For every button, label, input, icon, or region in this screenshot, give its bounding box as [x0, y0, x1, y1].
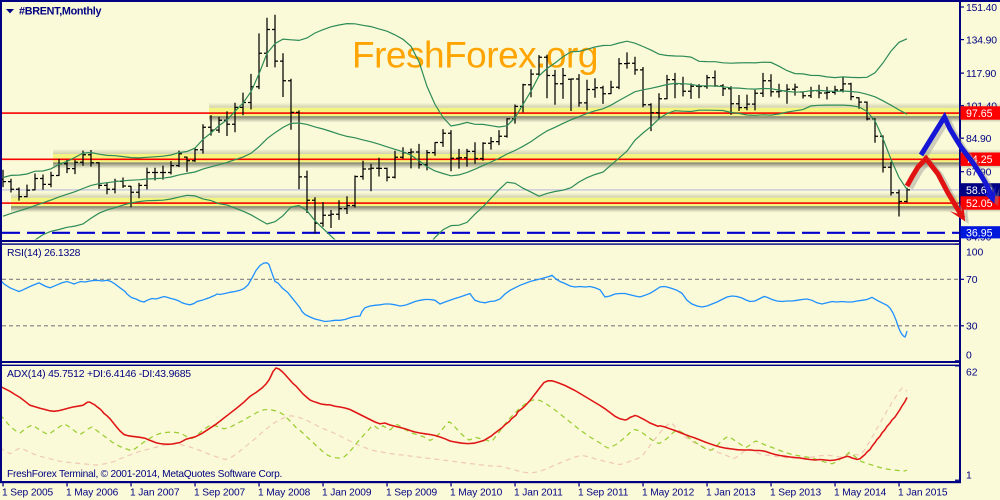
svg-text:ADX(14) 45.7512 +DI:6.4146 -DI: ADX(14) 45.7512 +DI:6.4146 -DI:43.9685: [7, 369, 191, 380]
svg-text:1 May 2006: 1 May 2006: [66, 488, 119, 499]
svg-text:1 Jan 2013: 1 Jan 2013: [706, 488, 756, 499]
svg-text:97.65: 97.65: [966, 108, 993, 120]
svg-text:1 Jan 2009: 1 Jan 2009: [322, 488, 372, 499]
svg-text:52.05: 52.05: [966, 198, 993, 210]
svg-text:RSI(14) 26.1328: RSI(14) 26.1328: [7, 248, 81, 259]
svg-text:1 Sep 2007: 1 Sep 2007: [194, 488, 246, 499]
svg-text:30: 30: [966, 322, 978, 333]
svg-text:1 Sep 2011: 1 Sep 2011: [578, 488, 629, 499]
svg-text:FreshForex.org: FreshForex.org: [352, 35, 598, 76]
svg-text:1 Sep 2009: 1 Sep 2009: [386, 488, 438, 499]
svg-text:1 Jan 2015: 1 Jan 2015: [898, 488, 948, 499]
svg-text:1 Jan 2011: 1 Jan 2011: [514, 488, 563, 499]
svg-text:1 Sep 2005: 1 Sep 2005: [2, 488, 54, 499]
svg-text:FreshForex Terminal, © 2001-20: FreshForex Terminal, © 2001-2014, MetaQu…: [7, 469, 282, 480]
svg-text:1 Sep 2013: 1 Sep 2013: [770, 488, 822, 499]
svg-text:134.90: 134.90: [966, 35, 997, 46]
svg-text:151.40: 151.40: [966, 3, 997, 14]
svg-text:100: 100: [966, 247, 984, 258]
svg-text:1 May 2012: 1 May 2012: [642, 488, 695, 499]
svg-text:62: 62: [966, 368, 978, 379]
svg-text:1: 1: [966, 470, 972, 481]
svg-text:#BRENT,Monthly: #BRENT,Monthly: [19, 5, 101, 17]
svg-text:1 Jan 2007: 1 Jan 2007: [130, 488, 180, 499]
svg-text:117.90: 117.90: [966, 69, 996, 80]
svg-text:84.90: 84.90: [966, 134, 992, 145]
svg-text:36.95: 36.95: [966, 227, 993, 239]
svg-text:1 May 2008: 1 May 2008: [258, 488, 311, 499]
svg-text:1 May 2014: 1 May 2014: [834, 488, 887, 499]
svg-text:0: 0: [966, 350, 972, 361]
svg-text:70: 70: [966, 275, 978, 286]
svg-text:1 May 2010: 1 May 2010: [450, 488, 503, 499]
